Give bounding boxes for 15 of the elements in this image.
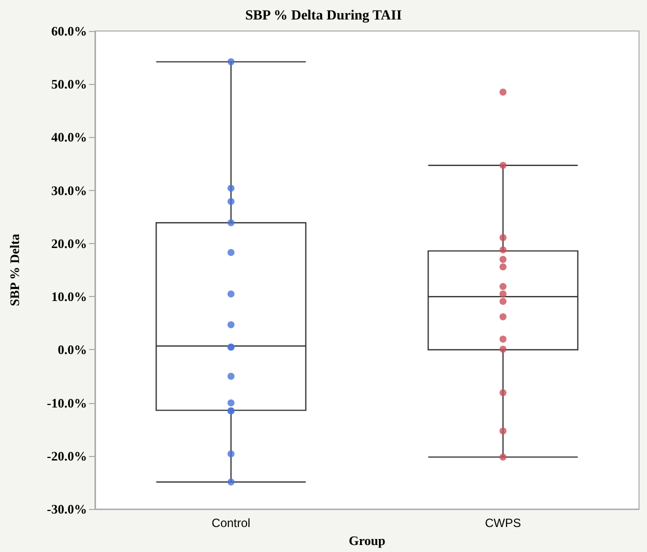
y-tick-label: 30.0% [51, 182, 87, 198]
x-tick-label: CWPS [485, 516, 521, 530]
x-tick-label: Control [212, 516, 250, 530]
y-tick-label: 50.0% [51, 76, 87, 92]
y-tick-label: 0.0% [58, 342, 87, 358]
y-tick-label: -10.0% [46, 395, 87, 410]
y-axis-title: SBP % Delta [7, 233, 22, 306]
y-tick-label: 60.0% [51, 24, 87, 38]
x-axis-title: Group [348, 533, 386, 548]
y-tick-label: 20.0% [51, 236, 87, 251]
chart-title: SBP % Delta During TAII [245, 8, 402, 24]
y-tick-label: 10.0% [51, 289, 87, 304]
y-tick-label: -30.0% [46, 502, 87, 517]
y-tick-label: -20.0% [46, 448, 87, 464]
y-tick-label: 40.0% [51, 130, 87, 145]
